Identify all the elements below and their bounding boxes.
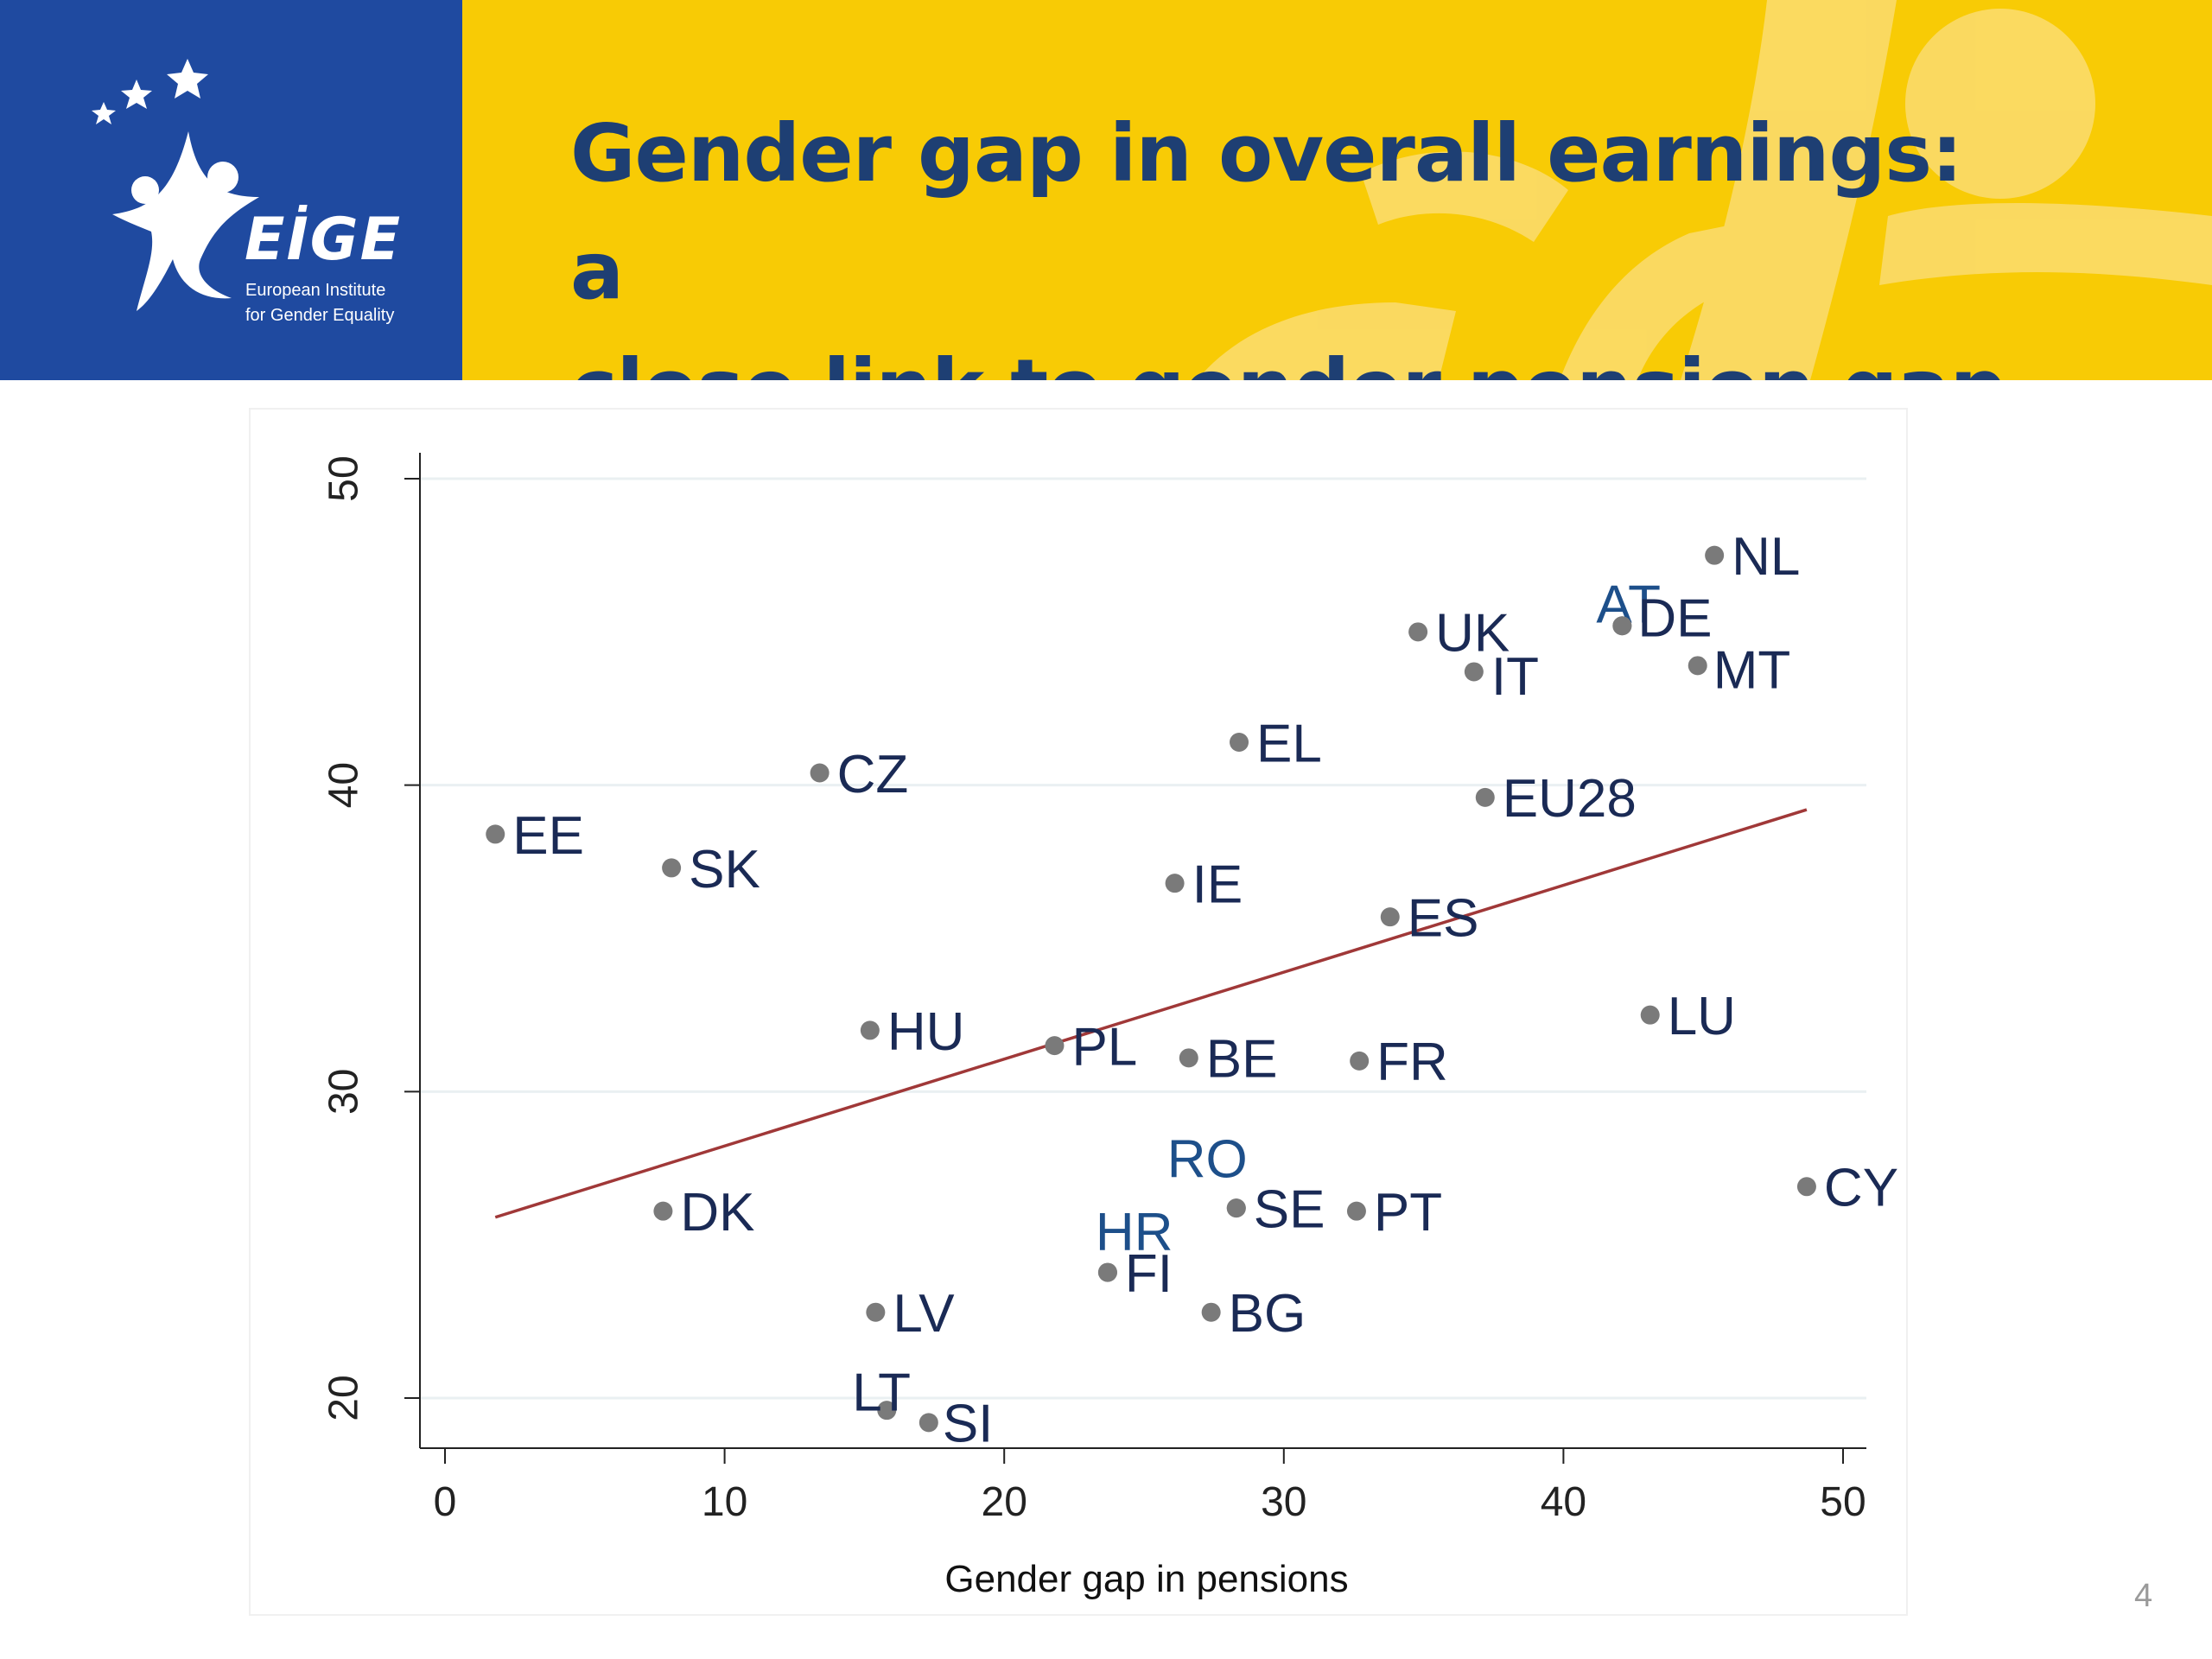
- y-tick-label-20: 20: [321, 1375, 367, 1421]
- logo-subtitle-line1: European Institute: [245, 281, 386, 300]
- point-label-si: SI: [943, 1395, 994, 1454]
- slide-header: EİGE European Institute for Gender Equal…: [0, 0, 2212, 380]
- point-it: [1464, 662, 1484, 682]
- point-label-dk: DK: [680, 1183, 754, 1243]
- scatter-chart: 20 30 40 50 0 10 20 30 40 50 Gender gap in pension…: [321, 453, 1898, 1600]
- point-label-cz: CZ: [837, 745, 909, 804]
- point-label-fi: FI: [1125, 1244, 1173, 1304]
- point-label-hr: HR: [1096, 1203, 1173, 1262]
- point-label-sk: SK: [689, 840, 760, 899]
- point-hu: [860, 1020, 880, 1040]
- x-tick-label-0: 0: [434, 1479, 457, 1525]
- point-label-cy: CY: [1824, 1159, 1898, 1218]
- point-cz: [810, 763, 830, 783]
- title-panel: Gender gap in overall earnings: a close …: [462, 0, 2212, 380]
- point-label-it: IT: [1491, 647, 1539, 707]
- point-label-es: ES: [1408, 889, 1479, 949]
- point-label-eu28: EU28: [1503, 769, 1637, 829]
- point-label-mt: MT: [1713, 641, 1791, 701]
- point-pl: [1045, 1036, 1065, 1056]
- point-label-pl: PL: [1071, 1018, 1137, 1077]
- point-label-hu: HU: [887, 1002, 965, 1062]
- slide-title: Gender gap in overall earnings: a close …: [570, 95, 2039, 380]
- point-nl: [1705, 545, 1725, 565]
- point-dk: [653, 1201, 673, 1221]
- point-lu: [1640, 1005, 1660, 1025]
- point-ie: [1165, 874, 1185, 893]
- y-tick-label-50: 50: [321, 455, 367, 501]
- point-label-se: SE: [1254, 1179, 1325, 1239]
- point-label-bg: BG: [1229, 1284, 1306, 1344]
- point-ee: [486, 824, 505, 844]
- point-lv: [866, 1302, 886, 1322]
- point-lt: [877, 1401, 897, 1421]
- point-be: [1179, 1048, 1198, 1068]
- point-pt: [1346, 1201, 1366, 1221]
- x-tick-label-30: 30: [1261, 1479, 1306, 1525]
- point-label-uk: UK: [1435, 604, 1510, 664]
- point-sk: [662, 858, 682, 878]
- point-label-fr: FR: [1376, 1033, 1448, 1092]
- point-uk: [1408, 622, 1428, 642]
- point-label-ro: RO: [1167, 1129, 1248, 1189]
- decorative-figures: [1197, 0, 2212, 380]
- logo-wordmark: EİGE: [245, 206, 403, 274]
- point-label-nl: NL: [1732, 527, 1800, 587]
- point-label-lt: LT: [852, 1363, 911, 1423]
- point-label-be: BE: [1206, 1030, 1278, 1090]
- point-label-ee: EE: [512, 806, 584, 866]
- point-bg: [1201, 1302, 1221, 1322]
- x-axis-label: Gender gap in pensions: [944, 1558, 1348, 1600]
- point-label-de: DE: [1637, 589, 1712, 649]
- logo-panel: EİGE European Institute for Gender Equal…: [0, 0, 462, 380]
- point-at-marker: [1612, 616, 1632, 636]
- point-si: [918, 1413, 938, 1433]
- fit-line: [494, 808, 1808, 1219]
- point-label-el: EL: [1256, 714, 1322, 773]
- chart-frame: 20 30 40 50 0 10 20 30 40 50 Gender gap in pension…: [249, 408, 1908, 1616]
- point-el: [1230, 733, 1249, 753]
- point-label-ie: IE: [1192, 855, 1243, 915]
- slide-title-line1: Gender gap in overall earnings: a: [570, 107, 1963, 317]
- slide-title-line2: close link to gender pension gap: [570, 342, 2006, 380]
- x-tick-label-20: 20: [982, 1479, 1027, 1525]
- point-label-lu: LU: [1668, 987, 1736, 1046]
- point-hr-marker: [1097, 1262, 1117, 1282]
- x-tick-label-40: 40: [1541, 1479, 1586, 1525]
- page-number: 4: [2134, 1578, 2153, 1614]
- point-eu28: [1475, 787, 1495, 807]
- point-es: [1380, 907, 1400, 927]
- logo-subtitle-line2: for Gender Equality: [245, 306, 395, 325]
- x-tick-label-50: 50: [1820, 1479, 1866, 1525]
- point-cy: [1796, 1177, 1816, 1197]
- x-tick-label-10: 10: [702, 1479, 747, 1525]
- point-fr: [1350, 1051, 1370, 1071]
- eige-star-figure-icon: [92, 59, 259, 311]
- point-label-lv: LV: [893, 1284, 955, 1344]
- point-mt: [1688, 656, 1707, 676]
- point-label-pt: PT: [1374, 1183, 1442, 1243]
- point-ro-marker: [1226, 1198, 1246, 1218]
- y-tick-label-30: 30: [321, 1069, 367, 1115]
- y-tick-label-40: 40: [321, 762, 367, 808]
